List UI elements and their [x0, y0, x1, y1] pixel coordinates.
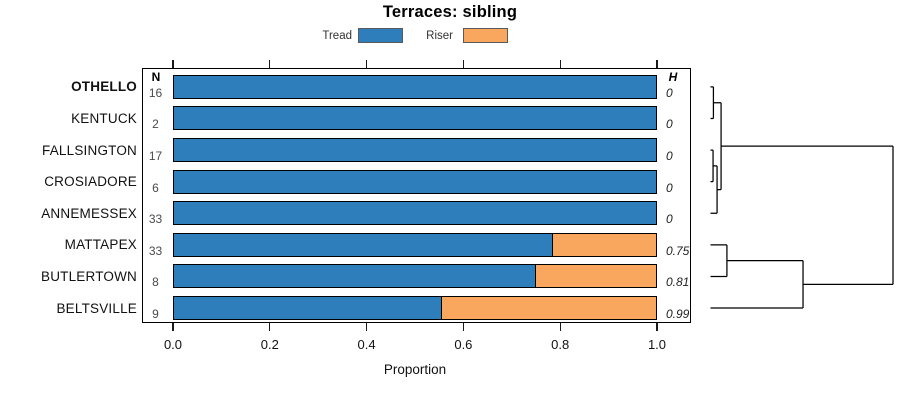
bar-annemessex [173, 201, 657, 226]
bar-segment-tread [173, 74, 657, 99]
legend-swatch-tread [358, 28, 403, 43]
bar-segment-tread [173, 201, 657, 226]
n-value: 8 [152, 275, 159, 290]
tick-top [462, 60, 465, 68]
x-tick-label: 0.8 [551, 337, 570, 352]
legend-label-tread: Tread [322, 30, 352, 42]
row-label-fallsington: FALLSINGTON [42, 142, 137, 158]
tick-top [559, 60, 561, 68]
bar-segment-tread [173, 138, 657, 163]
tick-bottom [656, 323, 658, 331]
tick-bottom [269, 323, 271, 331]
bar-segment-riser [552, 232, 657, 257]
x-tick-label: 1.0 [647, 337, 667, 352]
x-tick-label: 0.4 [357, 337, 376, 352]
x-tick-label: 0.0 [163, 337, 183, 352]
row-label-kentuck: KENTUCK [71, 110, 137, 126]
bar-segment-tread [173, 169, 657, 194]
row-label-annemessex: ANNEMESSEX [41, 205, 137, 221]
row-label-crosiadore: CROSIADORE [44, 174, 137, 190]
h-value: 0 [666, 212, 673, 227]
bar-mattapex [173, 232, 657, 257]
h-value: 0.99 [666, 307, 690, 322]
bar-fallsington [173, 138, 657, 163]
h-column-header: H [668, 70, 678, 84]
bar-kentuck [173, 106, 657, 131]
row-label-butlertown: BUTLERTOWN [40, 268, 137, 284]
dendrogram-lines [710, 86, 894, 309]
bar-segment-riser [441, 296, 657, 321]
n-value: 9 [152, 307, 159, 322]
tick-top [365, 60, 368, 68]
h-value: 0 [666, 180, 673, 195]
tick-bottom [365, 323, 368, 331]
n-value: 6 [152, 180, 159, 195]
bar-segment-tread [173, 296, 442, 321]
bar-beltsville [173, 296, 657, 321]
row-label-beltsville: BELTSVILLE [56, 300, 137, 316]
bar-segment-riser [536, 264, 657, 289]
tick-bottom [559, 323, 561, 331]
chart-title: Terraces: sibling [382, 3, 518, 21]
h-value: 0 [666, 85, 673, 100]
bar-segment-tread [173, 106, 657, 131]
n-column-header: N [151, 70, 161, 84]
legend-swatch-riser [463, 28, 508, 43]
legend-label-riser: Riser [426, 30, 453, 42]
n-value: 33 [148, 212, 163, 227]
tick-bottom [462, 323, 465, 331]
tick-top [172, 60, 174, 68]
bar-crosiadore [173, 169, 657, 194]
n-value: 16 [148, 85, 163, 100]
n-value: 2 [152, 117, 159, 132]
row-label-othello: OTHELLO [71, 79, 137, 95]
h-value: 0 [666, 149, 673, 164]
tick-top [269, 60, 271, 68]
tick-top [656, 60, 658, 68]
n-value: 33 [148, 243, 163, 258]
bar-othello [173, 74, 657, 99]
x-tick-label: 0.2 [260, 337, 279, 352]
n-value: 17 [148, 149, 163, 164]
h-value: 0 [666, 117, 673, 132]
bar-butlertown [173, 264, 657, 289]
bar-segment-tread [173, 264, 536, 289]
tick-bottom [172, 323, 174, 331]
x-tick-label: 0.6 [454, 337, 473, 352]
bar-segment-tread [173, 232, 553, 257]
x-axis-title: Proportion [383, 362, 447, 377]
h-value: 0.81 [666, 275, 690, 290]
row-label-mattapex: MATTAPEX [64, 237, 137, 253]
h-value: 0.75 [666, 243, 690, 258]
